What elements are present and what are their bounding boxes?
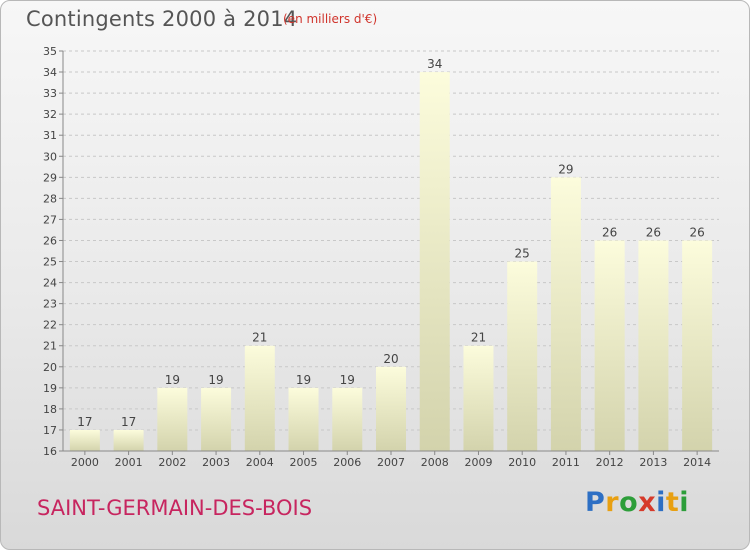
- x-tick-label: 2008: [421, 456, 449, 469]
- bar-value-label: 19: [208, 373, 223, 387]
- logo-letter: i: [656, 487, 666, 518]
- bar: [157, 387, 188, 451]
- bar-value-label: 19: [340, 373, 355, 387]
- chart-title: Contingents 2000 à 2014: [26, 7, 298, 31]
- y-tick-label: 30: [43, 150, 57, 163]
- x-tick-label: 2007: [377, 456, 405, 469]
- x-tick-label: 2014: [683, 456, 711, 469]
- x-tick-label: 2000: [71, 456, 99, 469]
- bar: [419, 72, 450, 451]
- bar: [594, 240, 625, 451]
- axes: 16 17 18 19 20 21 22 23 24 25 26 27 28 29 30 31 32 33 34 35…: [43, 45, 719, 469]
- bar: [682, 240, 713, 451]
- x-tick-label: 2004: [246, 456, 274, 469]
- x-tick-label: 2005: [290, 456, 318, 469]
- x-tick-label: 2002: [158, 456, 186, 469]
- x-tick-label: 2013: [639, 456, 667, 469]
- y-tick-label: 35: [43, 45, 57, 58]
- bars: 17 17 19 19 21 19 19 20 34 21 25 29 26 26 26: [69, 57, 713, 451]
- x-tick-label: 2010: [508, 456, 536, 469]
- bar: [244, 345, 275, 451]
- y-tick-label: 27: [43, 213, 57, 226]
- bar-value-label: 19: [296, 373, 311, 387]
- unit-note: (en milliers d'€): [283, 12, 378, 26]
- bar-value-label: 29: [558, 162, 573, 176]
- x-tick-label: 2012: [596, 456, 624, 469]
- bar: [288, 387, 319, 451]
- y-tick-label: 23: [43, 298, 57, 311]
- x-tick-label: 2003: [202, 456, 230, 469]
- y-tick-label: 16: [43, 445, 57, 458]
- bar: [550, 177, 581, 451]
- logo-letter: r: [605, 487, 620, 518]
- x-tick-label: 2011: [552, 456, 580, 469]
- y-tick-label: 25: [43, 256, 57, 269]
- x-tick-label: 2006: [333, 456, 361, 469]
- bar: [113, 429, 144, 451]
- bar-value-label: 26: [689, 225, 704, 239]
- bar-value-label: 26: [602, 225, 617, 239]
- bar: [201, 387, 232, 451]
- bar: [463, 345, 494, 451]
- bar-value-label: 21: [252, 331, 267, 345]
- bar: [69, 429, 100, 451]
- logo-letter: o: [619, 487, 639, 518]
- y-tick-label: 28: [43, 192, 57, 205]
- bar: [638, 240, 669, 451]
- bar: [507, 261, 538, 451]
- y-tick-label: 26: [43, 234, 57, 247]
- bar-value-label: 19: [165, 373, 180, 387]
- y-tick-label: 34: [43, 66, 57, 79]
- y-tick-label: 31: [43, 129, 57, 142]
- logo-letter: t: [665, 487, 680, 518]
- bar: [376, 366, 406, 451]
- y-tick-label: 24: [43, 277, 57, 290]
- logo-letter: i: [679, 487, 690, 518]
- bar-value-label: 20: [383, 352, 398, 366]
- y-tick-label: 18: [43, 403, 57, 416]
- y-tick-label: 17: [43, 424, 57, 437]
- y-tick-label: 19: [43, 382, 57, 395]
- bar-value-label: 34: [427, 57, 442, 71]
- logo-letter: P: [585, 487, 606, 518]
- commune-name: SAINT-GERMAIN-DES-BOIS: [37, 496, 313, 520]
- x-tick-label: 2009: [464, 456, 492, 469]
- y-tick-label: 21: [43, 340, 57, 353]
- bar: [332, 387, 363, 451]
- x-tick-label: 2001: [115, 456, 143, 469]
- bar-value-label: 21: [471, 331, 486, 345]
- y-tick-label: 33: [43, 87, 57, 100]
- bar-value-label: 17: [121, 415, 136, 429]
- proxiti-logo[interactable]: Proxiti: [585, 487, 689, 518]
- logo-letter: x: [638, 487, 657, 518]
- bar-value-label: 26: [646, 225, 661, 239]
- y-tick-label: 22: [43, 319, 57, 332]
- bar-value-label: 25: [515, 247, 530, 261]
- y-tick-label: 29: [43, 171, 57, 184]
- y-tick-label: 32: [43, 108, 57, 121]
- y-tick-label: 20: [43, 361, 57, 374]
- bar-value-label: 17: [77, 415, 92, 429]
